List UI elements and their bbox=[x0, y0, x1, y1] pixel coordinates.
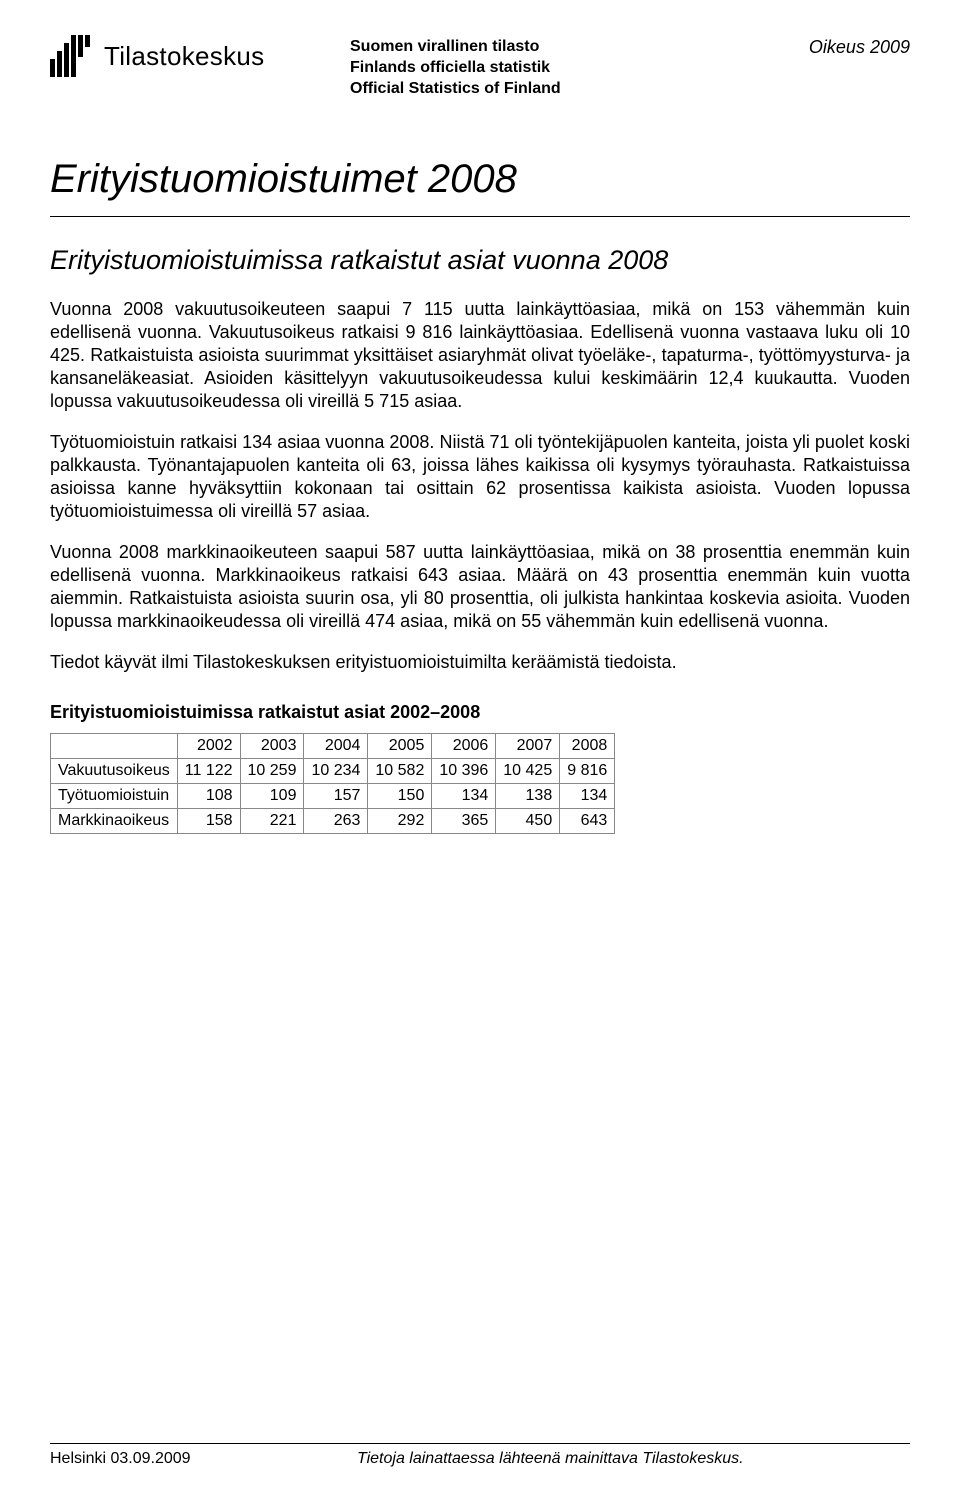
footer-date: Helsinki 03.09.2009 bbox=[50, 1450, 191, 1468]
table-cell: 365 bbox=[432, 809, 496, 834]
table-cell: 134 bbox=[432, 784, 496, 809]
table-header-row: 2002 2003 2004 2005 2006 2007 2008 bbox=[51, 734, 615, 759]
table-cell: 138 bbox=[496, 784, 560, 809]
table-corner-cell bbox=[51, 734, 178, 759]
table-cell: 221 bbox=[240, 809, 304, 834]
table-cell: 150 bbox=[368, 784, 432, 809]
table-cell: 158 bbox=[177, 809, 240, 834]
table-cell: 9 816 bbox=[560, 759, 615, 784]
table-row: Markkinaoikeus 158 221 263 292 365 450 6… bbox=[51, 809, 615, 834]
table-row-label: Työtuomioistuin bbox=[51, 784, 178, 809]
table-col-header: 2003 bbox=[240, 734, 304, 759]
table-cell: 292 bbox=[368, 809, 432, 834]
table-cell: 11 122 bbox=[177, 759, 240, 784]
table-cell: 134 bbox=[560, 784, 615, 809]
paragraph-1: Vuonna 2008 vakuutusoikeuteen saapui 7 1… bbox=[50, 298, 910, 413]
official-line-1: Suomen virallinen tilasto bbox=[350, 37, 561, 58]
official-line-2: Finlands officiella statistik bbox=[350, 58, 561, 79]
table-row: Työtuomioistuin 108 109 157 150 134 138 … bbox=[51, 784, 615, 809]
topic-label: Oikeus 2009 bbox=[809, 35, 910, 58]
table-col-header: 2005 bbox=[368, 734, 432, 759]
table-row-label: Markkinaoikeus bbox=[51, 809, 178, 834]
table-cell: 108 bbox=[177, 784, 240, 809]
table-col-header: 2006 bbox=[432, 734, 496, 759]
paragraph-2: Työtuomioistuin ratkaisi 134 asiaa vuonn… bbox=[50, 431, 910, 523]
table-cell: 643 bbox=[560, 809, 615, 834]
logo-block: Tilastokeskus bbox=[50, 35, 264, 77]
table-cell: 450 bbox=[496, 809, 560, 834]
subtitle: Erityistuomioistuimissa ratkaistut asiat… bbox=[50, 245, 910, 276]
tilastokeskus-logo-icon bbox=[50, 35, 92, 77]
table-row: Vakuutusoikeus 11 122 10 259 10 234 10 5… bbox=[51, 759, 615, 784]
table-col-header: 2008 bbox=[560, 734, 615, 759]
page-header: Tilastokeskus Suomen virallinen tilasto … bbox=[50, 35, 910, 77]
table-cell: 157 bbox=[304, 784, 368, 809]
paragraph-4: Tiedot käyvät ilmi Tilastokeskuksen erit… bbox=[50, 651, 910, 674]
table-cell: 10 396 bbox=[432, 759, 496, 784]
table-row-label: Vakuutusoikeus bbox=[51, 759, 178, 784]
table-cell: 109 bbox=[240, 784, 304, 809]
table-cell: 263 bbox=[304, 809, 368, 834]
data-table: 2002 2003 2004 2005 2006 2007 2008 Vakuu… bbox=[50, 733, 615, 834]
table-title: Erityistuomioistuimissa ratkaistut asiat… bbox=[50, 702, 910, 723]
title-divider bbox=[50, 216, 910, 217]
table-cell: 10 234 bbox=[304, 759, 368, 784]
table-col-header: 2004 bbox=[304, 734, 368, 759]
table-cell: 10 582 bbox=[368, 759, 432, 784]
page-title: Erityistuomioistuimet 2008 bbox=[50, 157, 910, 202]
table-col-header: 2002 bbox=[177, 734, 240, 759]
footer-divider bbox=[50, 1443, 910, 1444]
page-footer: Helsinki 03.09.2009 Tietoja lainattaessa… bbox=[50, 1443, 910, 1468]
official-line-3: Official Statistics of Finland bbox=[350, 79, 561, 100]
logo-text: Tilastokeskus bbox=[104, 35, 264, 69]
table-cell: 10 425 bbox=[496, 759, 560, 784]
paragraph-3: Vuonna 2008 markkinaoikeuteen saapui 587… bbox=[50, 541, 910, 633]
table-col-header: 2007 bbox=[496, 734, 560, 759]
table-cell: 10 259 bbox=[240, 759, 304, 784]
official-statistics-label: Suomen virallinen tilasto Finlands offic… bbox=[350, 35, 561, 99]
footer-citation: Tietoja lainattaessa lähteenä mainittava… bbox=[357, 1450, 744, 1468]
